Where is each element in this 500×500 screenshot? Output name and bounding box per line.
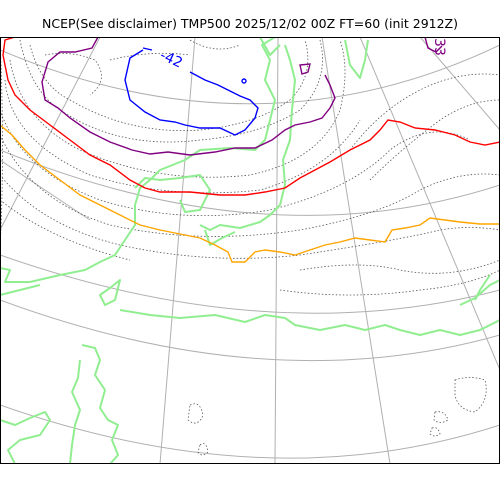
isotherm-minus36-loop xyxy=(299,63,311,75)
latitude-lines xyxy=(0,44,500,459)
isotherm-minus36-line xyxy=(41,37,336,156)
isotherm-minus30-line xyxy=(2,37,500,196)
isotherm-minus42-line xyxy=(124,49,259,136)
isotherm-minus24-line xyxy=(0,124,500,263)
map-canvas: -42 -33 xyxy=(0,37,500,464)
label-minus33: -33 xyxy=(431,37,447,56)
minor-contours xyxy=(0,39,500,456)
coastlines xyxy=(0,37,500,464)
isotherm-minus42-spot xyxy=(241,78,247,84)
map-title: NCEP(See disclaimer) TMP500 2025/12/02 0… xyxy=(41,16,458,31)
isotherm-minus36-top xyxy=(424,37,443,53)
isotherm-minus42-line-top xyxy=(142,47,153,51)
longitude-lines xyxy=(0,37,500,464)
